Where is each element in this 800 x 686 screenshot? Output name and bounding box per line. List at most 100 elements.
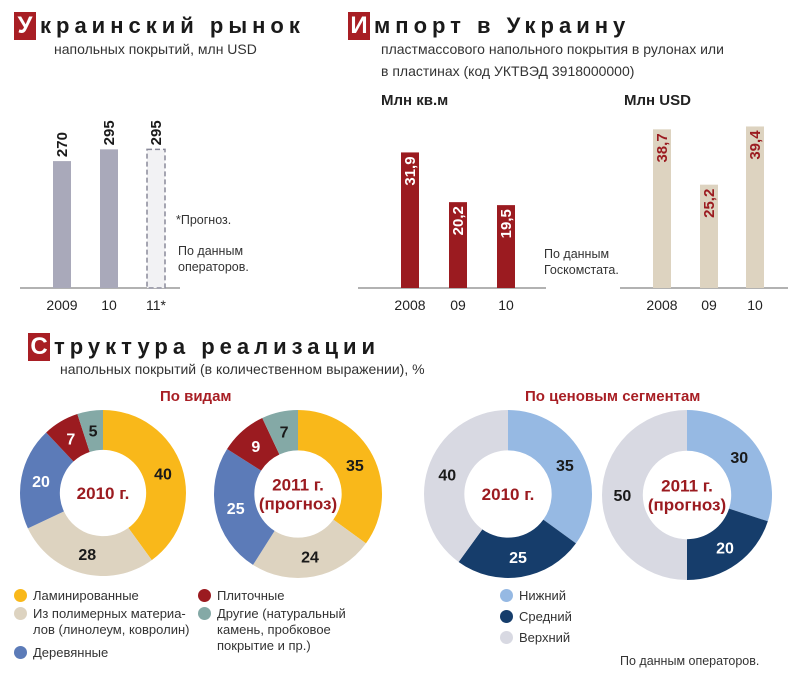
section3-subtitle: напольных покрытий (в количественном выр… [60, 361, 425, 377]
section3-title: С труктура реализации [28, 333, 380, 361]
bar-chart-market: 270 2009 295 10 295 11* [20, 120, 180, 313]
bar [53, 161, 71, 288]
header-usd: Млн USD [624, 92, 691, 109]
section3-title-text: труктура реализации [54, 334, 381, 359]
slice-value-label: 25 [509, 550, 527, 567]
slice-value-label: 9 [251, 439, 260, 456]
donut-slice [687, 410, 772, 522]
header-by-type: По видам [160, 388, 232, 405]
section2-title-text: мпорт в Украину [374, 13, 631, 38]
section2-title: И мпорт в Украину [348, 12, 630, 40]
section1-title-text: краинский рынок [40, 13, 305, 38]
legend-swatch [500, 610, 513, 623]
section3-title-cap: С [28, 333, 50, 361]
bar-value-label: 25,2 [701, 189, 718, 218]
legend-label: Средний [519, 609, 572, 624]
slice-value-label: 25 [227, 501, 245, 518]
category-label: 09 [450, 297, 466, 313]
donut-center-label: 2011 г. [661, 477, 713, 496]
legend-swatch [198, 607, 211, 620]
legend-item: Средний [500, 609, 572, 625]
source-note-goskomstat: По данным Госкомстата. [544, 247, 619, 277]
bar [449, 202, 467, 288]
legend-label: Плиточные [217, 588, 285, 603]
forecast-note: *Прогноз. [176, 213, 232, 227]
slice-value-label: 7 [66, 432, 75, 449]
legend-item: Нижний [500, 588, 566, 604]
legend-swatch [198, 589, 211, 602]
donut-center-label: (прогноз) [259, 495, 337, 514]
bar-value-label: 38,7 [654, 133, 671, 162]
section2-subtitle-line1: пластмассового напольного покрытия в рул… [381, 41, 724, 57]
legend-item: Из полимерных материа- лов (линолеум, ко… [14, 606, 189, 638]
legend-label: Верхний [519, 630, 571, 645]
bar-chart-import-sqm: 31,9 2008 20,2 09 19,5 10 [358, 152, 546, 313]
donut-slice [508, 410, 592, 544]
legend-swatch [14, 607, 27, 620]
section2-title-cap: И [348, 12, 370, 40]
donut-slice [262, 410, 298, 455]
bar-value-label: 39,4 [747, 130, 764, 160]
legend-label: Деревянные [33, 645, 109, 660]
slice-value-label: 7 [280, 425, 289, 442]
header-by-price: По ценовым сегментам [525, 388, 701, 405]
donut-slice [46, 414, 90, 462]
slice-value-label: 35 [556, 458, 574, 475]
slice-value-label: 28 [78, 547, 96, 564]
source-note-operators: По данным операторов. [178, 244, 249, 274]
donut-center-label: 2010 г. [77, 484, 130, 503]
category-label: 09 [701, 297, 717, 313]
bar [497, 205, 515, 288]
legend-label: Ламинированные [33, 588, 139, 603]
donut-slice [687, 508, 768, 580]
donut-price-2011: 30 20 50 2011 г.(прогноз) [602, 410, 772, 580]
category-label: 10 [747, 297, 763, 313]
source-note-bottom: По данным операторов. [620, 654, 760, 668]
bar [700, 184, 718, 288]
bar-value-label: 295 [148, 120, 165, 145]
donut-center-label: 2010 г. [482, 485, 535, 504]
bar [100, 149, 118, 288]
donut-slice [77, 410, 103, 452]
donut-slice [602, 410, 687, 580]
legend-item: Деревянные [14, 645, 108, 661]
legend-item: Верхний [500, 630, 570, 646]
bar [653, 129, 671, 288]
slice-value-label: 5 [89, 424, 98, 441]
header-sq-m: Млн кв.м [381, 92, 449, 109]
slice-value-label: 24 [301, 550, 319, 567]
category-label: 10 [498, 297, 514, 313]
slice-value-label: 30 [730, 450, 748, 467]
bar-value-label: 295 [101, 120, 118, 145]
section1-title-cap: У [14, 12, 36, 40]
donut-slice [252, 519, 366, 578]
slice-value-label: 40 [154, 467, 172, 484]
slice-value-label: 35 [346, 458, 364, 475]
section1-subtitle: напольных покрытий, млн USD [54, 41, 257, 57]
donut-center-label: 2011 г. [272, 476, 324, 495]
bar [146, 148, 166, 289]
section2-subtitle-line2: в пластинах (код УКТВЭД 3918000000) [381, 63, 635, 79]
legend-label: Из полимерных материа- лов (линолеум, ко… [33, 606, 190, 637]
bar-value-label: 19,5 [498, 209, 515, 238]
donut-slice [424, 410, 508, 562]
category-label: 2008 [394, 297, 425, 313]
donut-slice [214, 448, 275, 565]
bar-value-label: 270 [54, 132, 71, 157]
donut-types-2010: 40 28 20 7 5 2010 г. [20, 410, 186, 576]
section1-title: У краинский рынок [14, 12, 305, 40]
slice-value-label: 20 [32, 474, 50, 491]
donut-slice [458, 519, 576, 578]
category-label: 10 [101, 297, 117, 313]
category-label: 2008 [646, 297, 677, 313]
category-label: 11* [146, 297, 167, 313]
slice-value-label: 20 [716, 540, 734, 557]
legend-item: Ламинированные [14, 588, 139, 604]
donut-slice [103, 410, 186, 561]
bar-value-label: 20,2 [450, 206, 467, 235]
slice-value-label: 50 [614, 488, 632, 505]
donut-price-2010: 35 25 40 2010 г. [424, 410, 592, 578]
donut-slice [20, 432, 74, 529]
legend-swatch [14, 646, 27, 659]
donut-slice [27, 511, 152, 576]
